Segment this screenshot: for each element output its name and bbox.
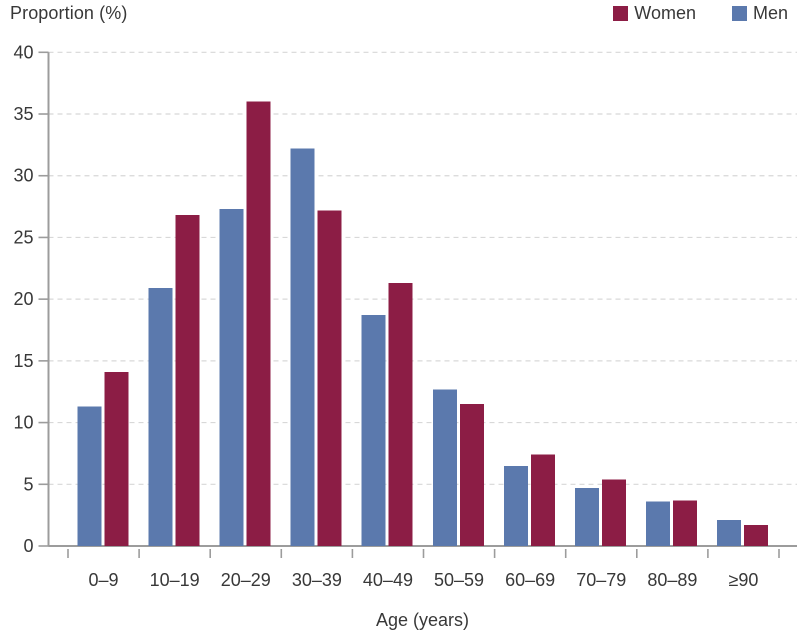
bar-men-60–69 [503, 465, 528, 546]
bar-men-0–9 [77, 406, 102, 546]
x-tick-label-30–39: 30–39 [292, 570, 342, 590]
y-tick-label-0: 0 [23, 536, 33, 556]
legend: Women Men [613, 3, 788, 24]
x-tick-label-20–29: 20–29 [221, 570, 271, 590]
legend-swatch-men [731, 6, 747, 21]
y-tick-label-10: 10 [13, 413, 33, 433]
x-axis-title: Age (years) [375, 610, 470, 630]
x-tick-label-40–49: 40–49 [363, 570, 413, 590]
legend-swatch-women [613, 6, 629, 21]
x-tick-label-≥90: ≥90 [728, 570, 758, 590]
bar-women-10–19 [175, 215, 200, 546]
x-tick-label-50–59: 50–59 [434, 570, 484, 590]
bar-men-10–19 [148, 288, 173, 546]
bar-men-70–79 [575, 487, 599, 546]
y-tick-label-40: 40 [13, 42, 33, 62]
bar-women-60–69 [530, 454, 555, 546]
x-tick-label-60–69: 60–69 [505, 570, 555, 590]
bar-women-≥90 [744, 525, 769, 546]
bar-men-30–39 [290, 148, 315, 546]
bar-men-50–59 [432, 389, 457, 546]
y-tick-label-35: 35 [13, 104, 33, 124]
y-tick-label-20: 20 [13, 289, 33, 309]
bar-women-0–9 [104, 371, 129, 546]
x-tick-label-10–19: 10–19 [150, 570, 200, 590]
bar-women-30–39 [317, 210, 342, 546]
bar-men-80–89 [646, 501, 671, 546]
y-tick-label-5: 5 [23, 474, 33, 494]
y-tick-label-25: 25 [13, 227, 33, 247]
bar-men-20–29 [219, 209, 244, 546]
legend-item-women: Women [613, 3, 696, 24]
legend-label-men: Men [752, 3, 788, 23]
bar-men-≥90 [717, 520, 742, 546]
bar-women-20–29 [246, 101, 271, 547]
y-axis-title: Proportion (%) [10, 3, 128, 23]
bar-women-70–79 [602, 479, 626, 546]
bar-women-80–89 [673, 500, 698, 546]
legend-item-men: Men [731, 3, 788, 24]
bar-women-50–59 [459, 404, 484, 546]
y-tick-label-15: 15 [13, 351, 33, 371]
y-tick-label-30: 30 [13, 166, 33, 186]
legend-label-women: Women [634, 3, 696, 23]
bar-men-40–49 [361, 315, 386, 546]
x-tick-label-80–89: 80–89 [647, 570, 697, 590]
x-tick-label-0–9: 0–9 [89, 570, 119, 590]
x-tick-label-70–79: 70–79 [576, 570, 626, 590]
bar-women-40–49 [388, 283, 413, 546]
